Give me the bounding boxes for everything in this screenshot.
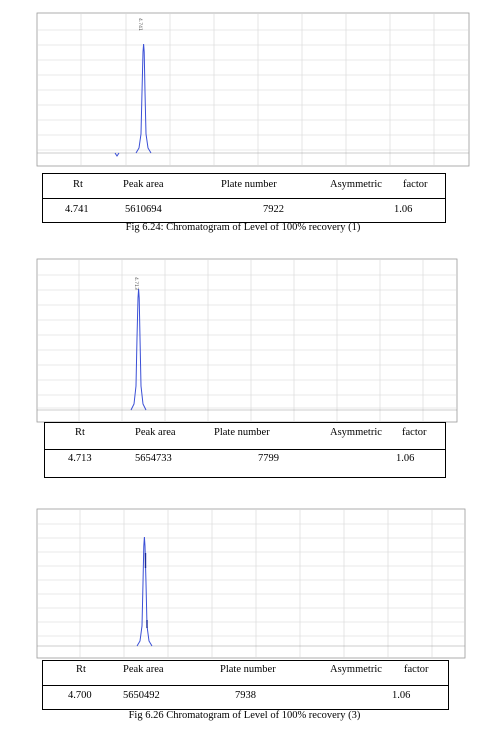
table-header-row: Rt Peak area Plate number Asymmetric fac… [45, 423, 445, 449]
header-rt: Rt [76, 664, 86, 675]
value-plate-number: 7799 [258, 453, 279, 464]
plot-frame [36, 258, 458, 423]
header-asymmetric: Asymmetric [330, 179, 382, 190]
header-rt: Rt [73, 179, 83, 190]
value-rt: 4.741 [65, 204, 89, 215]
header-peak-area: Peak area [123, 664, 164, 675]
baseline-marker [114, 152, 120, 157]
value-peak-area: 5610694 [125, 204, 162, 215]
chromatogram-peak [130, 288, 147, 411]
peak-label: 4.713 [133, 277, 139, 290]
grid [37, 509, 465, 658]
header-plate-number: Plate number [214, 427, 270, 438]
value-peak-area: 5650492 [123, 690, 160, 701]
table-header-row: Rt Peak area Plate number Asymmetric fac… [43, 174, 445, 198]
header-peak-area: Peak area [123, 179, 164, 190]
header-plate-number: Plate number [220, 664, 276, 675]
chromatogram-3-plot [36, 508, 466, 659]
grid [37, 13, 469, 166]
plot-frame [36, 12, 470, 167]
peak-label: 4.741 [137, 18, 143, 31]
header-rt: Rt [75, 427, 85, 438]
header-factor: factor [404, 664, 429, 675]
chromatogram-2: 4.713 [36, 258, 458, 424]
chromatogram-peak [135, 43, 152, 154]
chromatogram-3 [36, 508, 466, 660]
chromatogram-1: 4.741 [36, 12, 470, 168]
table-data-row: 4.741 5610694 7922 1.06 [43, 198, 445, 222]
header-plate-number: Plate number [221, 179, 277, 190]
table-header-row: Rt Peak area Plate number Asymmetric fac… [43, 661, 448, 685]
value-rt: 4.700 [68, 690, 92, 701]
value-plate-number: 7938 [235, 690, 256, 701]
plot-frame [36, 508, 466, 659]
value-peak-area: 5654733 [135, 453, 172, 464]
value-asymmetric-factor: 1.06 [396, 453, 415, 464]
header-factor: factor [403, 179, 428, 190]
table-data-row: 4.700 5650492 7938 1.06 [43, 685, 448, 709]
results-table-3: Rt Peak area Plate number Asymmetric fac… [42, 660, 449, 710]
chromatogram-peak [136, 536, 153, 647]
header-peak-area: Peak area [135, 427, 176, 438]
table-data-row: 4.713 5654733 7799 1.06 [45, 449, 445, 477]
results-table-1: Rt Peak area Plate number Asymmetric fac… [42, 173, 446, 223]
chromatogram-1-plot: 4.741 [36, 12, 470, 167]
header-asymmetric: Asymmetric [330, 427, 382, 438]
figure-caption-1: Fig 6.24: Chromatogram of Level of 100% … [125, 222, 361, 233]
value-rt: 4.713 [68, 453, 92, 464]
figure-caption-3: Fig 6.26 Chromatogram of Level of 100% r… [128, 710, 361, 721]
chromatogram-2-plot: 4.713 [36, 258, 458, 423]
header-factor: factor [402, 427, 427, 438]
header-asymmetric: Asymmetric [330, 664, 382, 675]
value-asymmetric-factor: 1.06 [394, 204, 413, 215]
value-plate-number: 7922 [263, 204, 284, 215]
grid [37, 259, 457, 422]
results-table-2: Rt Peak area Plate number Asymmetric fac… [44, 422, 446, 478]
value-asymmetric-factor: 1.06 [392, 690, 411, 701]
